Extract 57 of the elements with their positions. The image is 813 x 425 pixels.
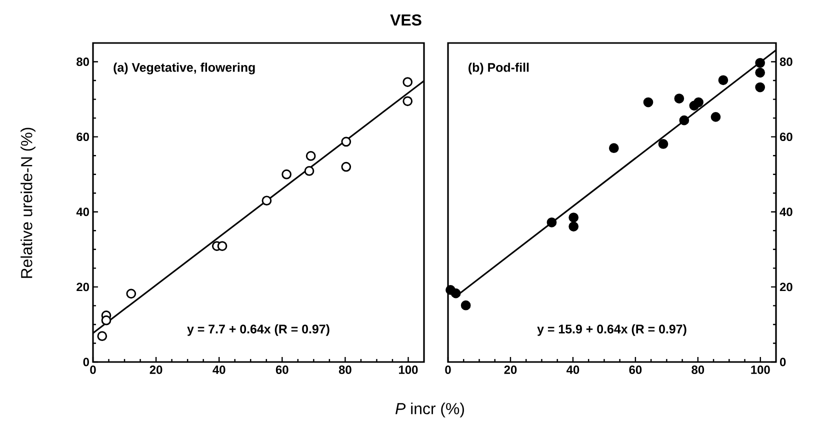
y-tick-label: 40 [76,208,89,216]
point [674,94,684,104]
x-tick-label: 0 [90,366,96,374]
point [679,115,690,126]
chart-title: VES [390,14,422,26]
x-axis-title: P incr (%) [396,402,464,418]
point [460,300,471,310]
point [658,139,668,149]
point [282,169,292,180]
x-tick-label: 20 [504,366,517,374]
y-tick-label: 0 [780,358,786,366]
y-tick-label: 80 [780,58,792,66]
point [755,82,766,92]
x-tick-label: 20 [150,366,162,374]
annotation: (b) Pod-fill [468,62,529,74]
point [217,241,228,251]
point [643,97,654,108]
x-tick-label: 60 [629,366,642,374]
y-tick-label: 60 [76,132,89,142]
point [450,288,461,298]
point [755,68,766,78]
x-tick-label: 40 [212,366,226,374]
point [710,112,721,122]
point [546,217,557,228]
point [304,166,314,176]
point [126,288,136,299]
y-axis-title: Relative ureide-N (%) [20,128,36,278]
y-tick-label: 80 [76,58,89,66]
point [101,315,112,326]
point [402,77,413,87]
point [306,151,316,161]
y-tick-label: 20 [780,282,792,292]
point [262,196,272,206]
x-tick-label: 100 [399,366,418,374]
point [568,222,579,232]
x-tick-label: 40 [566,366,580,374]
point [402,96,413,106]
y-tick-label: 40 [780,208,792,216]
x-tick-label: 60 [276,366,288,374]
annotation: y = 15.9 + 0.64x (R = 0.97) [537,324,686,336]
y-tick-label: 20 [76,282,89,292]
x-tick-label: 100 [751,366,770,374]
point [718,75,728,86]
x-tick-label: 80 [338,366,352,374]
point [608,143,619,154]
point [694,97,704,108]
annotation: y = 7.7 + 0.64x (R = 0.97) [187,324,330,336]
x-tick-label: 80 [692,366,704,374]
point [97,331,108,342]
x-tick-label: 0 [445,366,451,374]
point [341,136,352,147]
point [755,58,766,68]
annotation: (a) Vegetative, flowering [114,62,255,74]
y-tick-label: 60 [780,132,792,142]
point [341,162,352,172]
point [568,212,579,222]
y-tick-label: 0 [83,358,89,366]
